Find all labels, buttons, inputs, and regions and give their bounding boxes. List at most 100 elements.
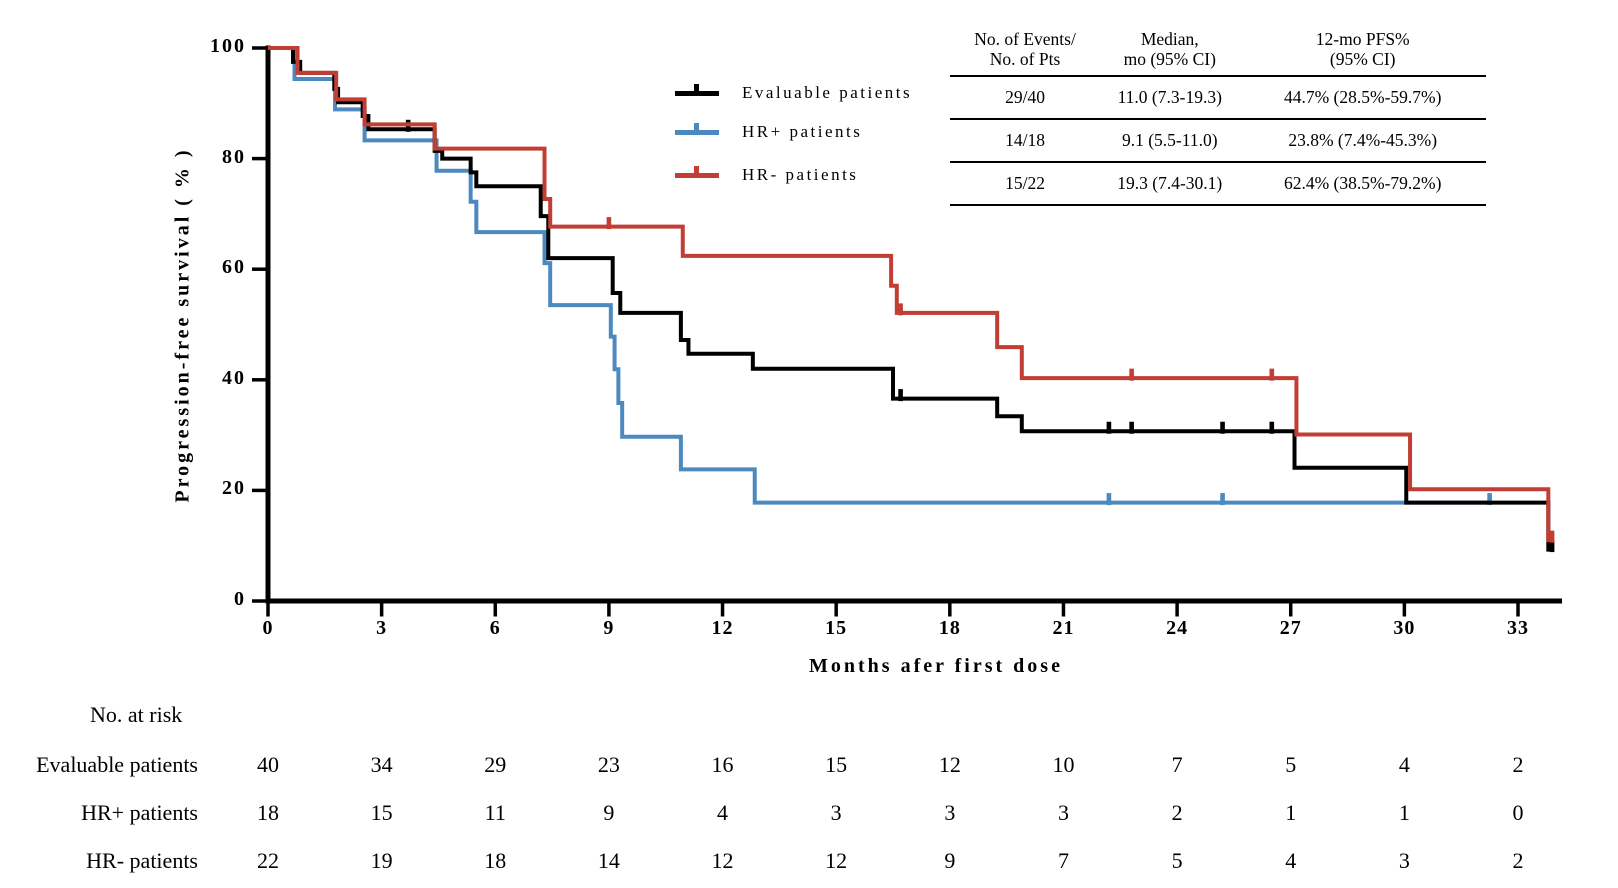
x-tick-label-9: 9 — [603, 617, 615, 639]
x-tick-label-6: 6 — [489, 617, 501, 639]
risk-count: 11 — [484, 800, 506, 825]
y-tick-label-60: 60 — [222, 256, 246, 279]
stats-row-evaluable: 29/40 11.0 (7.3-19.3) 44.7% (28.5%-59.7%… — [950, 76, 1486, 120]
risk-count: 2 — [1512, 848, 1524, 873]
risk-count: 3 — [830, 800, 842, 825]
censor-tick-mark — [898, 303, 903, 316]
pfs12-value: 23.8% (7.4%-45.3%) — [1239, 119, 1486, 163]
x-tick-label-33: 33 — [1507, 617, 1529, 639]
risk-row-label-hr-minus: HR- patients — [86, 848, 198, 873]
censor-tick-mark — [1129, 368, 1134, 381]
y-tick-label-100: 100 — [210, 35, 246, 57]
censor-tick-icon — [694, 165, 699, 175]
legend-label: Evaluable patients — [742, 83, 913, 102]
risk-count: 9 — [944, 848, 956, 873]
stats-header-row: No. of Events/ No. of Pts Median, mo (95… — [950, 24, 1486, 77]
censor-tick-mark — [1129, 421, 1134, 434]
censor-tick-mark — [1487, 493, 1492, 506]
events-pts-value: 29/40 — [950, 76, 1101, 120]
risk-count: 23 — [597, 752, 620, 777]
risk-count: 10 — [1052, 752, 1075, 777]
x-tick-label-3: 3 — [376, 617, 388, 639]
header-line: 12-mo PFS% — [1315, 28, 1410, 49]
risk-count: 14 — [597, 848, 620, 873]
legend-item-hr-plus: HR+ patients — [675, 120, 862, 144]
censor-tick-mark — [1106, 493, 1112, 506]
x-tick-label-21: 21 — [1052, 617, 1075, 639]
risk-count: 9 — [603, 800, 615, 825]
risk-count: 15 — [825, 752, 848, 777]
y-tick-label-0: 0 — [234, 588, 246, 610]
median-value: 9.1 (5.5-11.0) — [1100, 119, 1240, 163]
risk-count: 0 — [1512, 800, 1524, 825]
risk-count: 18 — [484, 848, 507, 873]
risk-count: 3 — [1398, 848, 1410, 873]
risk-count: 4 — [717, 800, 729, 825]
risk-count: 7 — [1171, 752, 1183, 777]
risk-count: 3 — [944, 800, 956, 825]
stats-row-hr-minus: 15/22 19.3 (7.4-30.1) 62.4% (38.5%-79.2%… — [950, 162, 1486, 206]
risk-count: 16 — [711, 752, 734, 777]
header-line: No. of Events/ — [974, 28, 1076, 49]
risk-count: 7 — [1057, 848, 1069, 873]
censor-tick-mark — [1106, 421, 1112, 434]
stats-header-events: No. of Events/ No. of Pts — [950, 24, 1101, 77]
y-axis-title: Progression-free survival ( % ) — [171, 147, 194, 503]
risk-count: 18 — [257, 800, 279, 825]
risk-count: 1 — [1398, 800, 1410, 825]
stats-header-pfs12: 12-mo PFS% (95% CI) — [1239, 24, 1486, 77]
legend-item-evaluable: Evaluable patients — [675, 81, 912, 105]
risk-count: 4 — [1285, 848, 1297, 873]
risk-count: 4 — [1398, 752, 1410, 777]
censor-tick-mark — [606, 217, 612, 230]
events-pts-value: 14/18 — [950, 119, 1101, 163]
risk-count: 12 — [825, 848, 848, 873]
y-tick-label-40: 40 — [222, 366, 246, 389]
risk-row-label-evaluable: Evaluable patients — [36, 752, 198, 777]
km-curve-hr-patients — [268, 46, 1492, 505]
risk-count: 22 — [257, 848, 279, 873]
y-tick-label-20: 20 — [222, 477, 246, 500]
x-tick-label-30: 30 — [1393, 617, 1416, 639]
risk-count: 40 — [257, 752, 279, 777]
median-value: 11.0 (7.3-19.3) — [1100, 76, 1240, 120]
risk-count: 5 — [1171, 848, 1183, 873]
y-tick-label-80: 80 — [222, 145, 246, 168]
censor-tick-mark — [1220, 493, 1225, 506]
pfs12-value: 62.4% (38.5%-79.2%) — [1239, 162, 1486, 206]
risk-count: 5 — [1285, 752, 1297, 777]
censor-tick-mark — [1549, 530, 1555, 543]
header-line: mo (95% CI) — [1123, 49, 1216, 70]
risk-count: 1 — [1285, 800, 1297, 825]
legend-line-black-icon — [675, 83, 719, 96]
stats-table: No. of Events/ No. of Pts Median, mo (95… — [950, 24, 1486, 206]
x-tick-label-24: 24 — [1166, 617, 1189, 639]
x-tick-label-18: 18 — [938, 617, 961, 639]
x-tick-label-0: 0 — [262, 617, 274, 639]
header-line: (95% CI) — [1329, 49, 1396, 70]
stats-row-hr-plus: 14/18 9.1 (5.5-11.0) 23.8% (7.4%-45.3%) — [950, 119, 1486, 163]
stats-table-grid: No. of Events/ No. of Pts Median, mo (95… — [950, 24, 1486, 206]
censor-tick-mark — [898, 389, 903, 402]
header-line: No. of Pts — [989, 49, 1061, 70]
legend-line-red-icon — [675, 165, 719, 178]
censor-tick-mark — [1549, 540, 1555, 553]
x-tick-label-12: 12 — [711, 617, 734, 639]
risk-count: 29 — [484, 752, 507, 777]
censor-tick-mark — [1220, 421, 1225, 434]
censor-tick-icon — [694, 122, 699, 132]
risk-count: 12 — [938, 752, 961, 777]
x-tick-label-27: 27 — [1279, 617, 1302, 639]
header-line: Median, — [1140, 28, 1199, 49]
legend-line-blue-icon — [675, 122, 719, 135]
risk-count: 19 — [370, 848, 393, 873]
x-tick-label-15: 15 — [825, 617, 848, 639]
legend-item-hr-minus: HR- patients — [675, 163, 858, 187]
km-curve-hr-patients — [268, 46, 1554, 543]
events-pts-value: 15/22 — [950, 162, 1101, 206]
risk-count: 34 — [370, 752, 393, 777]
risk-count: 2 — [1171, 800, 1183, 825]
risk-table-title: No. at risk — [90, 702, 183, 727]
